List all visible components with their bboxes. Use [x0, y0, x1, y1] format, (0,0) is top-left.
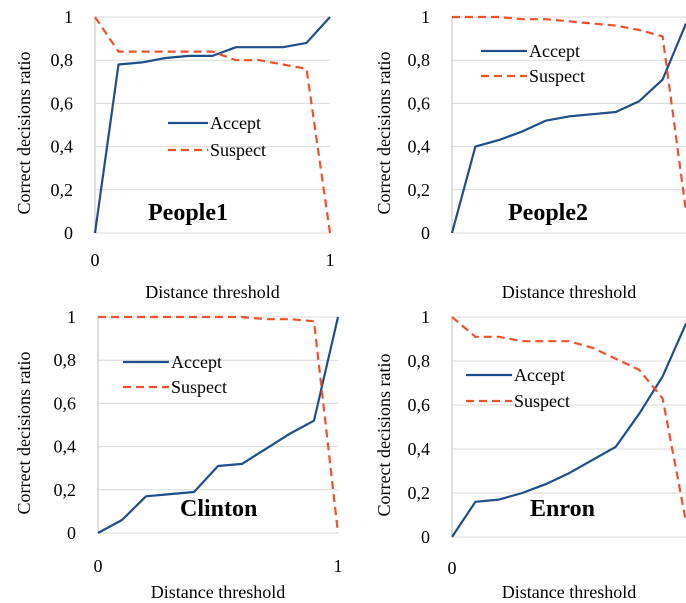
- y-tick-label: 0,4: [54, 437, 77, 457]
- legend-label: Accept: [210, 113, 261, 133]
- y-tick-label: 0,6: [408, 395, 431, 415]
- y-tick-label: 0,8: [51, 50, 74, 70]
- y-tick-label: 0: [64, 223, 73, 243]
- series-line-accept: [97, 316, 340, 534]
- series-line-accept: [450, 23, 686, 234]
- y-axis-title: Correct decisions ratio: [374, 354, 394, 517]
- y-tick-label: 0,2: [51, 180, 74, 200]
- panel-title: Enron: [530, 496, 595, 522]
- x-tick-label: 0: [94, 556, 103, 576]
- series-line-suspect: [451, 316, 686, 522]
- y-axis-title: Correct decisions ratio: [374, 52, 394, 215]
- panel-title: People2: [508, 200, 588, 226]
- y-tick-label: 0,8: [54, 350, 77, 370]
- y-tick-label: 1: [64, 7, 73, 27]
- legend-label: Accept: [514, 365, 565, 385]
- y-tick-label: 0,4: [51, 137, 74, 157]
- legend-label: Accept: [171, 352, 222, 372]
- legend-label: Suspect: [210, 140, 266, 160]
- x-axis-title: Distance threshold: [502, 282, 636, 302]
- series-line-accept: [93, 16, 331, 234]
- x-tick-label: 1: [326, 250, 335, 270]
- y-tick-label: 0,4: [408, 137, 431, 157]
- legend: Accept Suspect: [123, 352, 227, 397]
- y-tick-label: 0: [421, 223, 430, 243]
- y-axis-title: Correct decisions ratio: [14, 352, 34, 515]
- y-tick-label: 0: [67, 523, 76, 543]
- panel-title: Clinton: [180, 496, 257, 522]
- y-tick-label: 0,6: [51, 93, 74, 113]
- y-tick-label: 0,4: [408, 439, 431, 459]
- y-tick-label: 0,2: [408, 483, 431, 503]
- legend-label: Accept: [529, 41, 580, 61]
- y-tick-label: 0: [421, 527, 430, 547]
- series-line-suspect: [94, 16, 332, 234]
- x-axis-title: Distance threshold: [502, 582, 636, 602]
- legend-label: Suspect: [171, 377, 227, 397]
- chart-panel-people1: 0 0,2 0,4 0,6 0,8 1 0 1 Distance threshold Correc…: [14, 7, 335, 302]
- y-tick-label: 0,6: [54, 393, 77, 413]
- y-tick-label: 0,6: [408, 93, 431, 113]
- legend: Accept Suspect: [168, 113, 266, 160]
- series-line-accept: [451, 323, 686, 538]
- y-tick-label: 0,2: [408, 180, 431, 200]
- x-axis-title: Distance threshold: [145, 282, 279, 302]
- x-axis-title: Distance threshold: [151, 582, 285, 602]
- x-tick-label: 0: [91, 250, 100, 270]
- y-tick-label: 1: [67, 307, 76, 327]
- x-tick-label: 1: [334, 556, 343, 576]
- chart-panel-enron: 0 0,2 0,4 0,6 0,8 1 0 Distance threshold Correct…: [374, 307, 686, 602]
- y-tick-label: 1: [421, 7, 430, 27]
- legend-label: Suspect: [514, 391, 570, 411]
- legend: Accept Suspect: [481, 41, 585, 86]
- y-tick-label: 0,2: [54, 480, 77, 500]
- x-tick-label: 0: [448, 558, 457, 578]
- legend: Accept Suspect: [466, 365, 570, 411]
- legend-label: Suspect: [529, 66, 585, 86]
- y-axis-title: Correct decisions ratio: [14, 52, 34, 215]
- chart-panel-clinton: 0 0,2 0,4 0,6 0,8 1 0 1 Distance threshold Correc…: [14, 307, 343, 602]
- series-line-suspect: [98, 315, 340, 534]
- y-tick-label: 1: [421, 307, 430, 327]
- panel-title: People1: [148, 200, 228, 226]
- chart-panel-people2: 0 0,2 0,4 0,6 0,8 1 Distance threshold Correct …: [374, 7, 686, 302]
- series-line-suspect: [452, 15, 686, 212]
- y-tick-label: 0,8: [408, 351, 431, 371]
- y-tick-label: 0,8: [408, 50, 431, 70]
